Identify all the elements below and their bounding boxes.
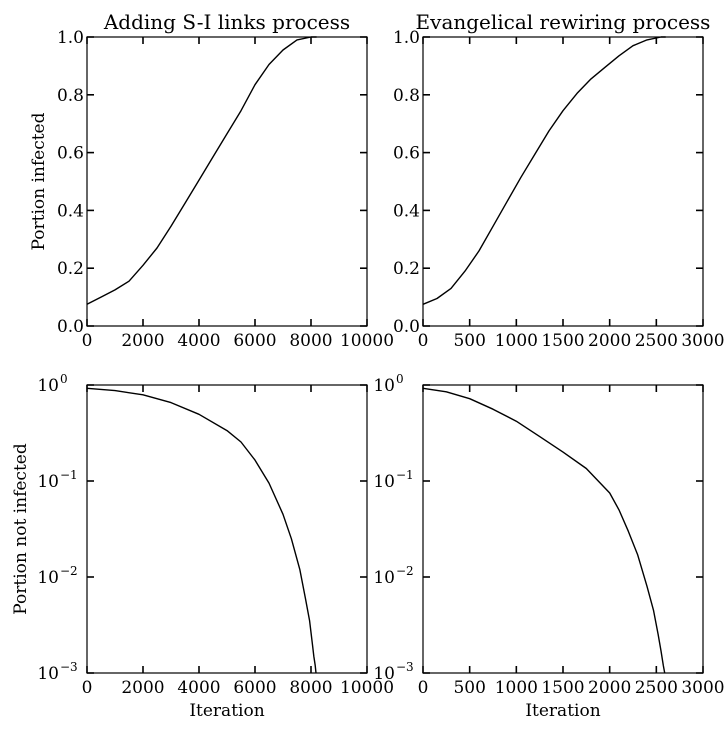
x-tick-label: 2000 bbox=[121, 331, 164, 351]
x-tick-label: 2000 bbox=[121, 678, 164, 698]
x-tick-label: 0 bbox=[82, 678, 93, 698]
y-tick-label: 1.0 bbox=[393, 28, 420, 48]
y-axis-title: Portion not infected bbox=[11, 443, 31, 615]
x-tick-label: 8000 bbox=[289, 331, 332, 351]
y-tick-label: 10 bbox=[37, 472, 59, 492]
y-tick-exponent: −2 bbox=[396, 564, 414, 578]
x-tick-label: 3000 bbox=[681, 331, 724, 351]
y-tick-label: 0.2 bbox=[57, 259, 84, 279]
plot-frame bbox=[422, 36, 704, 327]
y-tick-label: 0.8 bbox=[393, 86, 420, 106]
y-axis-title: Portion infected bbox=[29, 112, 49, 250]
chart-panel-2: 0 500 1000 1500 2000 2500 3000 0.0 0.2 0.4 0.6 0.8 1… bbox=[393, 10, 725, 351]
y-tick-exponent: 0 bbox=[396, 372, 404, 386]
x-tick-label: 2500 bbox=[635, 678, 678, 698]
chart-panel-1: 0 2000 4000 6000 8000 10000 0.0 0.2 0.4 0.6 0.8 1.0… bbox=[29, 10, 394, 351]
x-axis-title: Iteration bbox=[525, 701, 600, 721]
x-tick-label: 1000 bbox=[495, 678, 538, 698]
y-tick-label: 10 bbox=[37, 376, 59, 396]
y-tick-exponent: −1 bbox=[396, 468, 414, 482]
x-tick-label: 3000 bbox=[681, 678, 724, 698]
y-tick-label: 10 bbox=[373, 472, 395, 492]
x-tick-label: 6000 bbox=[233, 678, 276, 698]
y-tick-exponent: −1 bbox=[60, 468, 78, 482]
series-line-1 bbox=[422, 387, 666, 674]
y-tick-label: 0.6 bbox=[57, 144, 84, 164]
y-tick-label: 0.0 bbox=[57, 317, 84, 337]
series-line-1 bbox=[86, 36, 317, 305]
y-tick-exponent: 0 bbox=[60, 372, 68, 386]
y-tick-label: 0.2 bbox=[393, 259, 420, 279]
y-tick-label: 0.4 bbox=[57, 201, 84, 221]
y-tick-exponent: −3 bbox=[60, 660, 78, 674]
y-tick-label: 0.0 bbox=[393, 317, 420, 337]
x-tick-label: 1500 bbox=[541, 331, 584, 351]
x-tick-label: 10000 bbox=[340, 331, 394, 351]
x-tick-label: 2000 bbox=[588, 678, 631, 698]
series-line-1 bbox=[422, 36, 666, 305]
y-tick-label: 0.8 bbox=[57, 86, 84, 106]
x-tick-label: 2500 bbox=[635, 331, 678, 351]
x-axis-title: Iteration bbox=[189, 701, 264, 721]
y-tick-exponent: −3 bbox=[396, 660, 414, 674]
x-tick-label: 1000 bbox=[495, 331, 538, 351]
x-tick-label: 2000 bbox=[588, 331, 631, 351]
y-tick-exponent: −2 bbox=[60, 564, 78, 578]
y-tick-label: 0.6 bbox=[393, 144, 420, 164]
y-tick-label: 10 bbox=[373, 568, 395, 588]
x-tick-label: 4000 bbox=[177, 331, 220, 351]
x-tick-label: 4000 bbox=[177, 678, 220, 698]
plot-frame bbox=[422, 384, 704, 674]
y-tick-label: 1.0 bbox=[57, 28, 84, 48]
panel-title: Adding S-I links process bbox=[103, 10, 350, 34]
y-tick-label: 10 bbox=[37, 568, 59, 588]
x-tick-label: 0 bbox=[418, 678, 429, 698]
x-tick-label: 8000 bbox=[289, 678, 332, 698]
x-tick-label: 10000 bbox=[340, 678, 394, 698]
panel-title: Evangelical rewiring process bbox=[416, 10, 711, 34]
y-tick-label: 10 bbox=[373, 664, 395, 684]
plot-frame bbox=[86, 36, 368, 327]
y-tick-label: 10 bbox=[37, 664, 59, 684]
series-line-1 bbox=[86, 387, 317, 674]
y-tick-label: 0.4 bbox=[393, 201, 420, 221]
x-tick-label: 6000 bbox=[233, 331, 276, 351]
x-tick-label: 1500 bbox=[541, 678, 584, 698]
x-tick-label: 500 bbox=[453, 678, 485, 698]
x-tick-label: 500 bbox=[453, 331, 485, 351]
x-tick-label: 0 bbox=[82, 331, 93, 351]
y-tick-label: 10 bbox=[373, 376, 395, 396]
plot-frame bbox=[86, 384, 368, 674]
x-tick-label: 0 bbox=[418, 331, 429, 351]
